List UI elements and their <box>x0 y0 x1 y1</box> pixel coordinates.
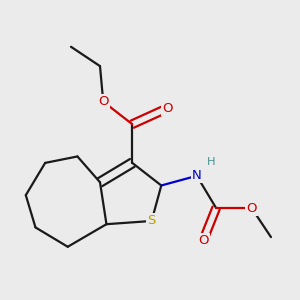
Text: N: N <box>192 169 202 182</box>
Text: H: H <box>207 157 216 167</box>
Text: O: O <box>163 102 173 115</box>
Text: O: O <box>246 202 257 214</box>
Text: O: O <box>98 95 109 108</box>
Text: O: O <box>198 234 208 247</box>
Text: S: S <box>147 214 156 227</box>
